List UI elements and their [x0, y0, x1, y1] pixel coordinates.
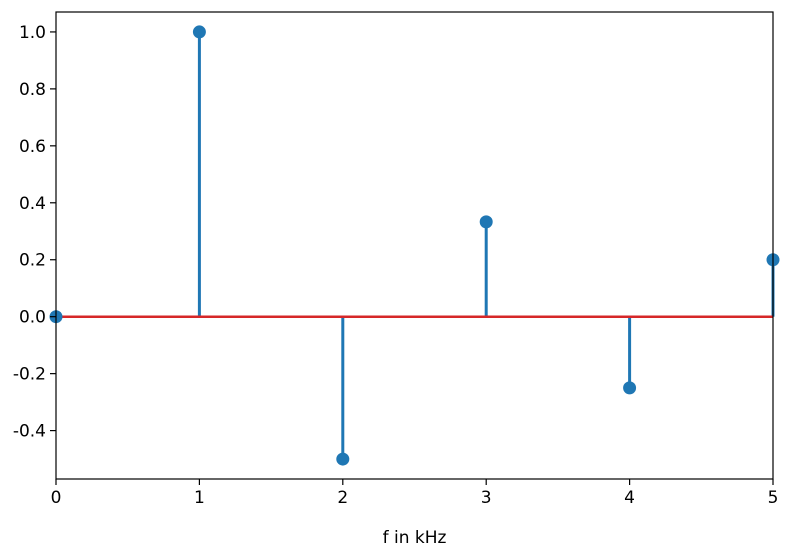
- x-axis-ticks: 0 1 2 3 4 5: [51, 479, 779, 508]
- x-tick-label-0: 0: [51, 488, 62, 508]
- y-tick-label-1: -0.2: [13, 365, 46, 385]
- x-tick-label-2: 2: [337, 488, 348, 508]
- x-tick-label-4: 4: [624, 488, 635, 508]
- y-tick-label-5: 0.6: [19, 137, 46, 157]
- y-axis-ticks: -0.4 -0.2 0.0 0.2 0.4 0.6 0.8 1.0: [13, 23, 56, 442]
- x-axis-label: f in kHz: [383, 528, 447, 548]
- y-tick-label-3: 0.2: [19, 251, 46, 271]
- x-tick-label-5: 5: [768, 488, 779, 508]
- x-tick-label-1: 1: [194, 488, 205, 508]
- y-tick-label-0: -0.4: [13, 422, 46, 442]
- stem-marker-4: [623, 381, 637, 395]
- y-tick-label-4: 0.4: [19, 194, 46, 214]
- stem-lines-group: [197, 31, 775, 460]
- y-tick-label-6: 0.8: [19, 80, 46, 100]
- x-tick-label-3: 3: [481, 488, 492, 508]
- y-tick-label-7: 1.0: [19, 23, 46, 43]
- axes-frame: [55, 11, 774, 480]
- stem-markers-group: [49, 25, 780, 466]
- stem-marker-2: [336, 452, 350, 466]
- stem-marker-1: [192, 25, 206, 39]
- stem-marker-3: [479, 215, 493, 229]
- y-tick-label-2: 0.0: [19, 308, 46, 328]
